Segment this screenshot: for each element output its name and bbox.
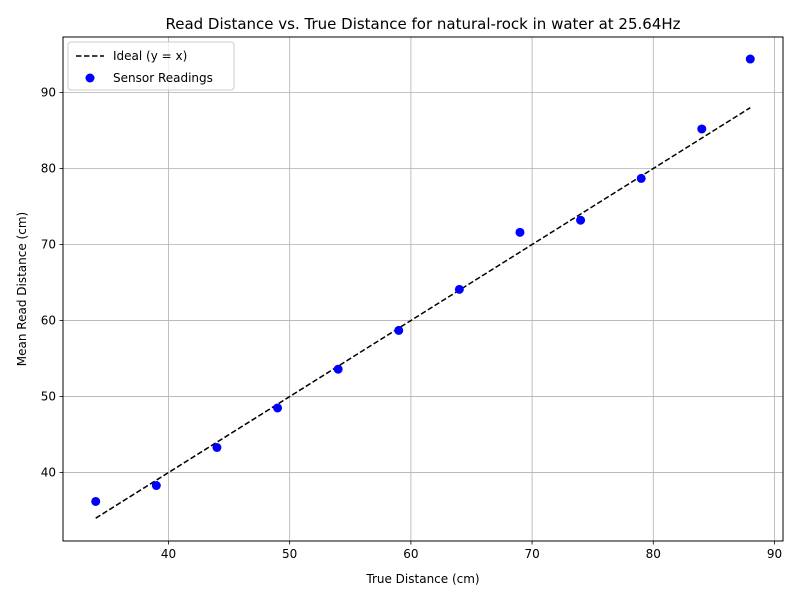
legend-ideal-label: Ideal (y = x) (113, 49, 187, 63)
x-tick-label: 40 (161, 547, 176, 561)
y-tick-label: 90 (41, 85, 56, 99)
y-tick-label: 80 (41, 162, 56, 176)
x-tick-label: 50 (282, 547, 297, 561)
chart-title: Read Distance vs. True Distance for natu… (165, 15, 680, 33)
sensor-point (576, 215, 586, 225)
legend-box (67, 41, 235, 91)
x-tick-label: 80 (646, 547, 661, 561)
scatter-points (91, 54, 755, 506)
y-tick-label: 70 (41, 238, 56, 252)
plot-frame (62, 36, 784, 542)
grid (63, 37, 783, 541)
sensor-point (333, 364, 343, 374)
y-axis-label: Mean Read Distance (cm) (15, 212, 29, 366)
sensor-point (454, 284, 464, 294)
x-tick-label: 90 (767, 547, 782, 561)
legend-sensor-label: Sensor Readings (113, 71, 213, 85)
legend: Ideal (y = x) Sensor Readings (67, 41, 235, 91)
y-tick-label: 50 (41, 390, 56, 404)
x-tick-label: 60 (403, 547, 418, 561)
sensor-point (636, 173, 646, 183)
sensor-point (515, 227, 525, 237)
sensor-point (212, 442, 222, 452)
x-axis-label: True Distance (cm) (365, 572, 479, 586)
sensor-point (745, 54, 755, 64)
sensor-point (697, 124, 707, 134)
sensor-point (394, 325, 404, 335)
sensor-point (151, 481, 161, 491)
x-tick-label: 70 (524, 547, 539, 561)
axis-ticks: 40 50 60 70 80 90 40 50 60 70 80 90 (41, 85, 782, 561)
sensor-point (91, 496, 101, 506)
legend-sensor-swatch (85, 73, 95, 83)
y-tick-label: 40 (41, 466, 56, 480)
y-tick-label: 60 (41, 314, 56, 328)
sensor-point (273, 403, 283, 413)
